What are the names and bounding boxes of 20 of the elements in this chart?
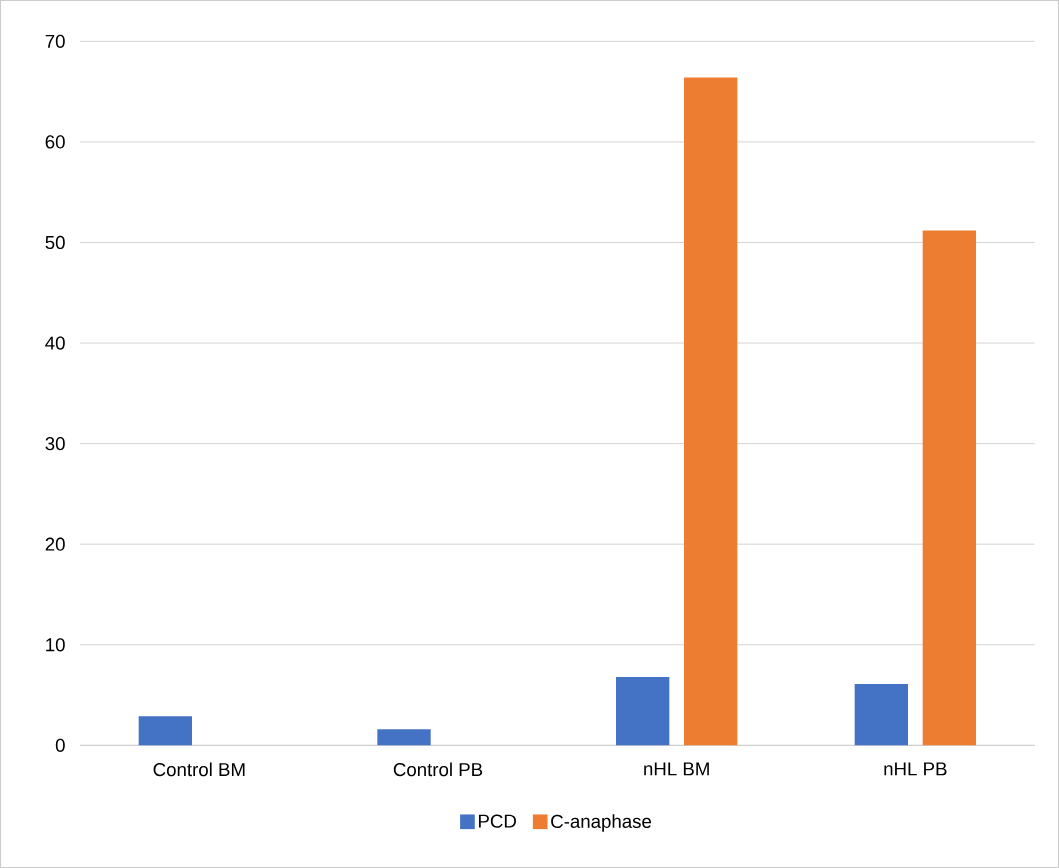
y-tick-label: 10 [46,638,65,652]
x-tick-label: nHL PB [884,762,947,776]
bar [684,77,738,746]
y-tick-label: 40 [45,336,65,350]
y-tick-label: 30 [45,437,65,451]
x-tick-label: Control BM [153,762,245,777]
bar [377,729,431,746]
bar [616,676,670,746]
bar [138,716,193,746]
bar [854,683,909,746]
y-tick-label: 60 [45,135,65,149]
x-tick-label: Control PB [393,762,483,777]
y-tick-label: 70 [45,34,65,48]
y-tick-label: 20 [45,537,65,551]
bar [922,230,977,746]
legend-label: PCD [478,814,516,828]
x-tick-label: nHL BM [644,762,709,776]
y-tick-label: 50 [45,235,65,250]
y-tick-label: 0 [55,738,65,752]
legend-label: C-anaphase [551,814,652,832]
